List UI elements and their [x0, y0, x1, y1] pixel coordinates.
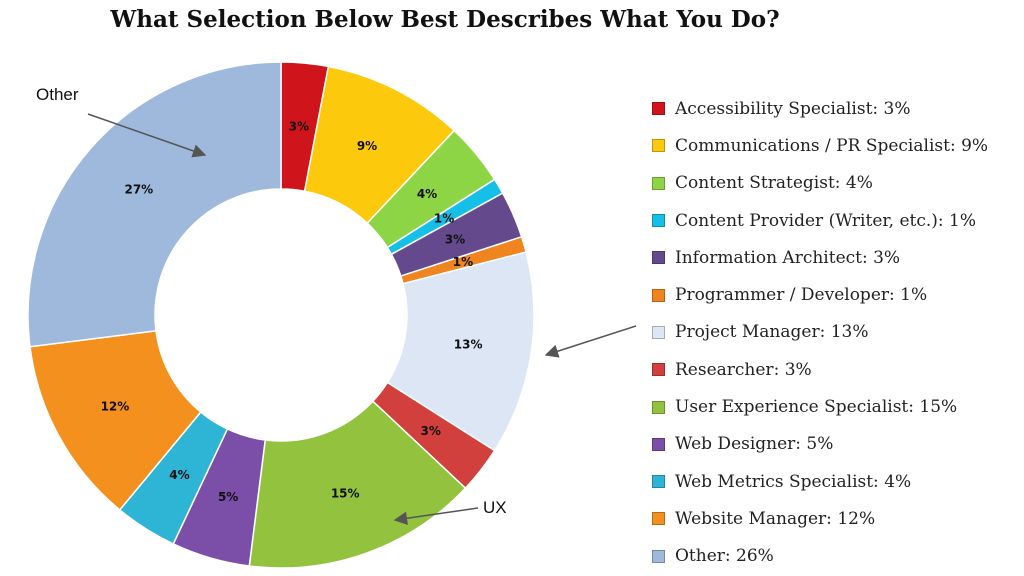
legend-label-10: Web Metrics Specialist: 4% — [675, 471, 912, 492]
annotation-other: Other — [36, 85, 207, 158]
slice-label-12: 27% — [124, 183, 153, 197]
slice-12 — [27, 61, 282, 348]
legend-swatch-9 — [652, 437, 665, 451]
slices-group — [27, 61, 535, 569]
legend-label-9: Web Designer: 5% — [675, 434, 834, 455]
slice-label-5: 1% — [453, 255, 473, 269]
slice-label-4: 3% — [445, 233, 465, 247]
slice-label-9: 5% — [218, 490, 238, 504]
legend-swatch-3 — [652, 214, 665, 228]
legend-item-7: Researcher: 3% — [652, 351, 988, 388]
legend-item-4: Information Architect: 3% — [652, 239, 988, 276]
legend-item-1: Communications / PR Specialist: 9% — [652, 127, 988, 164]
legend-item-5: Programmer / Developer: 1% — [652, 276, 988, 313]
legend-item-12: Other: 26% — [652, 538, 988, 575]
legend-swatch-5 — [652, 288, 665, 302]
slice-label-6: 13% — [454, 338, 483, 352]
legend-item-6: Project Manager: 13% — [652, 314, 988, 351]
slice-labels: 3% 9% 4% 1% 3% 1% 13% 3% 15% 5% 4% 12% 27% — [101, 119, 483, 504]
annotation-other-arrow — [87, 113, 207, 158]
annotation-ux-label: UX — [483, 498, 507, 517]
slice-label-0: 3% — [289, 119, 309, 133]
legend-swatch-0 — [652, 102, 665, 116]
slice-label-7: 3% — [421, 424, 441, 438]
chart-title: What Selection Below Best Describes What… — [110, 6, 780, 33]
slice-8 — [248, 400, 467, 569]
annotation-ux-arrow — [393, 507, 479, 525]
legend: Accessibility Specialist: 3% Communicatio… — [652, 90, 988, 575]
annotation-project-manager — [544, 325, 637, 358]
legend-label-8: User Experience Specialist: 15% — [675, 397, 958, 418]
legend-swatch-10 — [652, 475, 665, 489]
legend-item-2: Content Strategist: 4% — [652, 165, 988, 202]
slice-label-3: 1% — [434, 212, 454, 226]
legend-label-1: Communications / PR Specialist: 9% — [675, 135, 989, 156]
slice-label-1: 9% — [357, 139, 377, 153]
legend-item-11: Website Manager: 12% — [652, 500, 988, 537]
slice-label-2: 4% — [417, 187, 437, 201]
legend-item-9: Web Designer: 5% — [652, 426, 988, 463]
slice-label-11: 12% — [101, 399, 130, 413]
legend-item-10: Web Metrics Specialist: 4% — [652, 463, 988, 500]
annotation-project-manager-arrow — [544, 325, 637, 358]
legend-item-0: Accessibility Specialist: 3% — [652, 90, 988, 127]
legend-label-3: Content Provider (Writer, etc.): 1% — [675, 210, 976, 231]
legend-label-5: Programmer / Developer: 1% — [675, 285, 928, 306]
legend-item-3: Content Provider (Writer, etc.): 1% — [652, 202, 988, 239]
legend-swatch-8 — [652, 400, 665, 414]
legend-swatch-6 — [652, 325, 665, 339]
legend-label-0: Accessibility Specialist: 3% — [675, 98, 911, 119]
legend-swatch-2 — [652, 176, 665, 190]
legend-swatch-1 — [652, 139, 665, 153]
legend-swatch-4 — [652, 251, 665, 265]
legend-label-11: Website Manager: 12% — [675, 508, 876, 529]
legend-label-6: Project Manager: 13% — [675, 322, 869, 343]
legend-item-8: User Experience Specialist: 15% — [652, 388, 988, 425]
legend-swatch-11 — [652, 512, 665, 526]
legend-label-12: Other: 26% — [675, 546, 774, 567]
legend-label-7: Researcher: 3% — [675, 359, 812, 380]
slice-label-10: 4% — [169, 468, 189, 482]
annotation-other-label: Other — [36, 85, 79, 104]
legend-label-2: Content Strategist: 4% — [675, 173, 873, 194]
legend-swatch-7 — [652, 363, 665, 377]
annotation-ux: UX — [393, 498, 507, 525]
slice-label-8: 15% — [331, 486, 360, 500]
legend-label-4: Information Architect: 3% — [675, 247, 901, 268]
legend-swatch-12 — [652, 549, 665, 563]
